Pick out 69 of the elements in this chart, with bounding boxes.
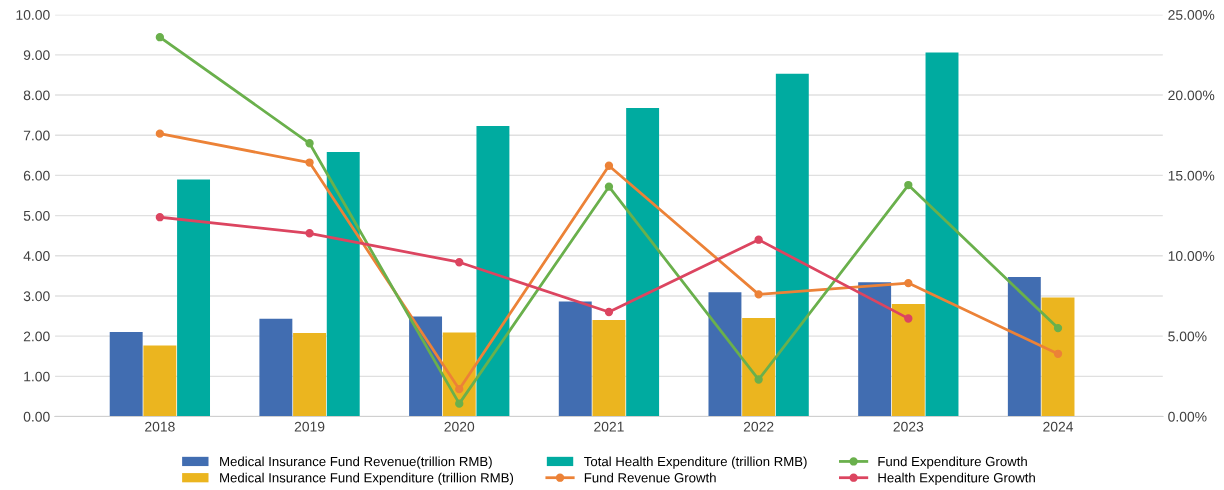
bar [1041, 297, 1075, 417]
bar [1007, 277, 1041, 417]
point [305, 139, 314, 148]
y-tick-label: 2.00 [23, 331, 50, 342]
bar [708, 292, 742, 417]
point [455, 399, 464, 408]
x-tick-label: 2022 [743, 421, 774, 432]
bar [259, 318, 293, 417]
bar [775, 73, 809, 417]
y-tick-label: 10.00 [16, 10, 50, 20]
legend-label: Total Health Expenditure (trillion RMB) [584, 456, 807, 469]
bar [109, 332, 143, 417]
bar [177, 179, 211, 417]
point [754, 290, 763, 299]
point [754, 375, 763, 384]
point [155, 129, 165, 138]
x-tick-label: 2018 [145, 421, 175, 432]
point [455, 258, 464, 267]
bar [476, 126, 510, 417]
y-tick-label: 1.00 [24, 371, 50, 382]
y2-tick-label: 10.00% [1168, 251, 1215, 261]
point [604, 307, 614, 317]
legend-label: Medical Insurance Fund Revenue(trillion RMB) [220, 456, 492, 469]
legend-label: Fund Expenditure Growth [878, 456, 1027, 469]
x-tick-label: 2020 [444, 421, 475, 432]
point [155, 33, 165, 42]
bar [293, 332, 327, 417]
bar [143, 345, 177, 417]
bar [925, 52, 959, 417]
bar [326, 152, 360, 417]
y-tick-label: 0.00 [23, 411, 50, 422]
y-tick-label: 9.00 [23, 50, 50, 61]
legend-label: Health Expenditure Growth [878, 472, 1035, 486]
y-tick-label: 7.00 [23, 130, 50, 141]
x-tick-label: 2019 [294, 421, 325, 432]
y-tick-label: 4.00 [23, 251, 50, 261]
y-tick-label: 5.00 [23, 210, 50, 221]
bar [742, 318, 776, 417]
x-tick-label: 2024 [1043, 421, 1074, 432]
point [305, 229, 314, 238]
y2-tick-label: 5.00% [1168, 331, 1207, 342]
x-tick-label: 2023 [893, 421, 924, 432]
x-tick-label: 2021 [594, 421, 624, 432]
y2-tick-label: 15.00% [1168, 170, 1215, 181]
y2-tick-label: 25.00% [1168, 10, 1215, 20]
point [1053, 323, 1063, 333]
bar [592, 320, 626, 417]
y2-tick-label: 20.00% [1168, 90, 1215, 101]
point [305, 158, 314, 167]
legend-label: Medical Insurance Fund Expenditure (trillion RMB) [220, 472, 514, 486]
point [604, 161, 614, 170]
bar [626, 107, 660, 417]
point [1053, 349, 1063, 358]
point [155, 213, 165, 222]
point [904, 180, 913, 190]
y-tick-label: 3.00 [23, 291, 50, 302]
bar [409, 316, 443, 417]
y-tick-label: 8.00 [23, 90, 50, 101]
point [904, 314, 913, 323]
legend-label: Fund Revenue Growth [584, 472, 716, 483]
y2-tick-label: 0.00% [1168, 411, 1207, 422]
y-tick-label: 6.00 [23, 170, 50, 181]
bar [858, 282, 892, 417]
point [904, 278, 913, 288]
point [455, 385, 464, 394]
bar [891, 304, 925, 417]
bar [558, 301, 592, 417]
point [604, 182, 614, 191]
point [754, 235, 763, 244]
